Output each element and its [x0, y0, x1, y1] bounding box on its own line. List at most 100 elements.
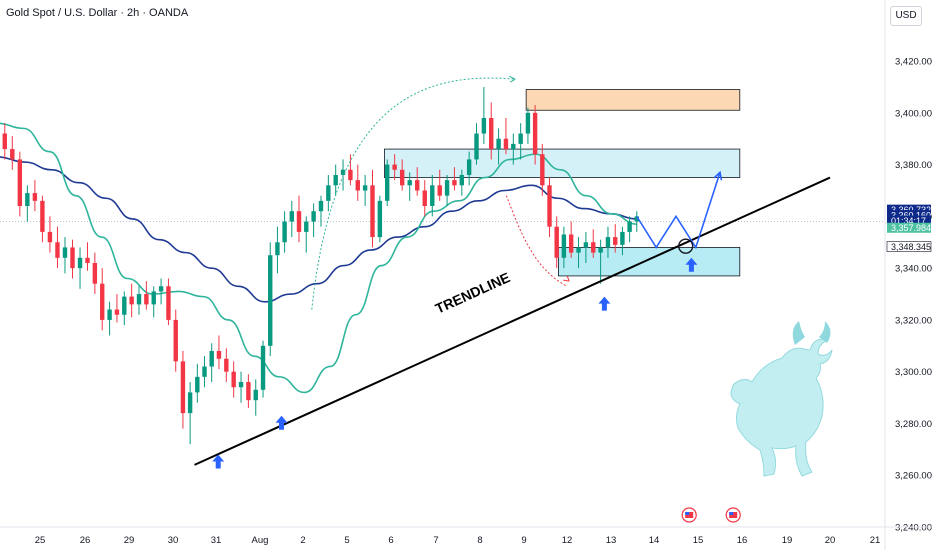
x-tick-label: 15 [693, 535, 704, 546]
candle-body [2, 133, 7, 150]
candle-body [415, 180, 420, 191]
y-tick-label: 3,300.000 [895, 367, 932, 378]
dashed-arc-up [311, 77, 516, 310]
up-arrow-4 [685, 257, 698, 272]
event-flag-canton [729, 512, 734, 515]
supply-demand-zones [383, 89, 741, 277]
candle-body [260, 345, 266, 390]
candle-body [422, 190, 427, 207]
candle-body [151, 291, 156, 305]
candle-body [399, 169, 405, 186]
candle-body [136, 294, 142, 305]
candle-body [173, 319, 178, 362]
candle-body [25, 193, 30, 207]
candle-body [348, 169, 353, 181]
candle-body [209, 350, 214, 367]
price-tag-label: 3,360.732 [891, 205, 931, 215]
trendline [194, 176, 831, 466]
candle-body [518, 133, 523, 144]
candle-body [122, 296, 127, 315]
candle-body [85, 257, 90, 263]
time-axis[interactable]: 25 26 29 30 31 Aug 2 5 6 7 8 9 12 13 14 15 16 19 20 21 [0, 526, 932, 546]
candle-body [158, 286, 164, 292]
candle-body [605, 237, 611, 248]
candle-body [503, 138, 509, 150]
candle-body [598, 247, 603, 253]
price-axis-bg [885, 0, 932, 550]
price-tag [887, 204, 931, 215]
candle-body [407, 180, 412, 186]
zone-resistance [525, 89, 741, 111]
candle-body [17, 159, 23, 207]
candle-body [77, 257, 83, 269]
y-tick-label: 3,260.000 [895, 471, 932, 482]
candle-body [304, 221, 309, 232]
candle-body [620, 231, 625, 245]
y-tick-label: 3,320.000 [895, 315, 932, 326]
annotations: TRENDLINE [194, 75, 831, 523]
x-tick-label: 12 [562, 535, 573, 546]
y-tick-label: 3,340.000 [895, 264, 932, 275]
candle-body [238, 382, 244, 388]
candle-body [326, 185, 331, 201]
candle-body [114, 309, 120, 315]
candle-body [224, 358, 229, 372]
projection-arrowhead [713, 170, 723, 181]
x-tick-label: 14 [649, 535, 660, 546]
bull-icon [730, 321, 833, 477]
x-tick-label: 29 [124, 535, 135, 546]
touch-circle [677, 238, 694, 254]
x-tick-label: 2 [300, 535, 305, 546]
candle-body [296, 211, 302, 232]
zone-mid-resistance [383, 148, 741, 178]
up-arrow-1 [212, 454, 225, 469]
candle-body [129, 296, 134, 305]
candle-body [385, 164, 390, 201]
candle-body [392, 164, 397, 170]
candle-body [634, 216, 639, 222]
candle-body [466, 159, 472, 175]
dashed-arc-down-head [563, 275, 570, 282]
candle-body [62, 247, 68, 258]
x-tick-label: 8 [477, 535, 482, 546]
price-tag [886, 241, 932, 252]
bull-body [730, 338, 833, 477]
candle-body [583, 242, 589, 248]
dashed-arc-up-head [508, 75, 516, 83]
candle-body [282, 221, 287, 243]
currency-button[interactable]: USD [890, 6, 922, 26]
candle-body [55, 242, 60, 258]
y-tick-label: 3,400.000 [895, 108, 932, 119]
bull-horn-left [792, 321, 805, 345]
candle-body [187, 392, 193, 414]
candle-body [107, 309, 112, 320]
candle-body [489, 118, 494, 150]
candle-body [452, 180, 457, 186]
up-arrow-2 [275, 415, 288, 430]
candle-body [275, 242, 280, 256]
candle-body [180, 361, 186, 414]
x-tick-label: 16 [737, 535, 748, 546]
x-tick-label: 25 [35, 535, 46, 546]
price-axis[interactable]: 3,420.0003,400.0003,380.0003,360.0003,34… [884, 0, 932, 550]
ema-fast-line [0, 122, 637, 394]
trendline-label: TRENDLINE [433, 269, 513, 317]
price-tag-label: 01:34:17 [891, 216, 926, 226]
candle-body [47, 231, 53, 243]
candle-body [40, 200, 45, 232]
candle-body [511, 143, 516, 150]
candle-body [100, 283, 105, 320]
candlesticks [2, 86, 639, 445]
candle-body [202, 366, 207, 377]
candle-body [474, 133, 479, 160]
price-tag-label: 3,360.160 [891, 210, 931, 220]
zone-support [558, 247, 741, 277]
candle-body [561, 234, 567, 258]
candle-body [289, 211, 295, 222]
candle-body [216, 350, 222, 359]
candle-body [32, 193, 38, 201]
x-tick-label: Aug [252, 535, 269, 546]
x-tick-label: 6 [388, 535, 393, 546]
price-tag [887, 222, 931, 233]
